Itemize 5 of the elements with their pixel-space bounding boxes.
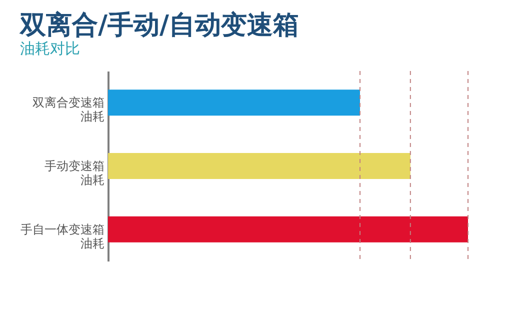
y-tick-label: 双离合变速箱油耗 (32, 96, 104, 124)
y-tick-label: 手自一体变速箱油耗 (20, 222, 104, 250)
chart-subtitle: 油耗对比 (20, 40, 80, 58)
chart-title: 双离合/手动/自动变速箱 (19, 10, 299, 40)
y-tick-label: 手动变速箱油耗 (44, 159, 104, 187)
